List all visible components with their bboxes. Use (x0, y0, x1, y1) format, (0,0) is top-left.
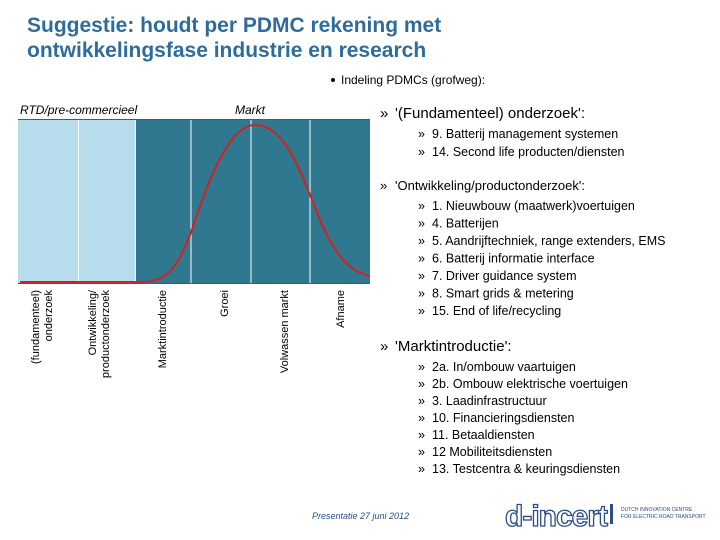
list-item: 1. Nieuwbouw (maatwerk)voertuigen (432, 199, 635, 213)
list-item: 15. End of life/recycling (432, 304, 561, 318)
slide-title: Suggestie: houdt per PDMC rekening met (27, 14, 441, 37)
marker: » (418, 428, 425, 442)
list-item: 13. Testcentra & keuringsdiensten (432, 462, 620, 476)
marker: » (418, 394, 425, 408)
list-item: 2a. In/ombouw vaartuigen (432, 360, 576, 374)
marker: » (418, 445, 425, 459)
list-item: 3. Laadinfrastructuur (432, 394, 547, 408)
footer-date: Presentatie 27 juni 2012 (312, 511, 409, 521)
list-item: 9. Batterij management systemen (432, 127, 618, 141)
market-area (136, 120, 370, 283)
list-item: 2b. Ombouw elektrische voertuigen (432, 377, 628, 391)
marker: » (418, 269, 425, 283)
group-heading: '(Fundamenteel) onderzoek': (395, 105, 585, 122)
marker: » (418, 217, 425, 231)
phase-label: onderzoek (43, 290, 55, 342)
list-item: 6. Batterij informatie interface (432, 252, 595, 266)
list-item: 5. Aandrijftechniek, range extenders, EM… (432, 234, 665, 248)
marker: » (418, 287, 425, 301)
slide-title: ontwikkelingsfase industrie en research (27, 39, 426, 62)
phase-column (79, 120, 135, 283)
list-item: 11. Betaaldiensten (432, 428, 535, 442)
marker: » (418, 145, 425, 159)
marker: » (418, 127, 425, 141)
lifecycle-curve (20, 123, 371, 283)
tagline: FOR ELECTRIC ROAD TRANSPORT (621, 514, 706, 520)
phase-label: Groei (219, 290, 231, 317)
bullet (331, 78, 335, 82)
phase-label: (fundamenteel) (30, 290, 42, 364)
marker: » (418, 234, 425, 248)
logo-mark (610, 504, 613, 524)
group-heading: 'Marktintroductie': (395, 338, 512, 355)
column-dividers (78, 120, 311, 283)
phase-header: RTD/pre-commercieel (20, 103, 137, 117)
list-item: 4. Batterijen (432, 217, 499, 231)
phase-label: Volwassen markt (279, 290, 291, 373)
list-item: 12 Mobiliteitsdiensten (432, 445, 552, 459)
phase-header: Markt (235, 103, 266, 117)
marker: » (380, 105, 388, 122)
marker: » (418, 462, 425, 476)
tagline: DUTCH INNOVATION CENTRE (621, 507, 693, 513)
list-item: 14. Second life producten/diensten (432, 145, 625, 159)
intro: Indeling PDMCs (grofweg): (341, 73, 485, 87)
list-item: 8. Smart grids & metering (432, 287, 574, 301)
marker: » (418, 377, 425, 391)
marker: » (418, 360, 425, 374)
marker: » (418, 304, 425, 318)
list-item: 10. Financieringsdiensten (432, 411, 574, 425)
phase-label: Ontwikkeling/ (87, 289, 99, 355)
marker: » (418, 199, 425, 213)
phase-label: productonderzoek (100, 290, 112, 379)
marker: » (380, 338, 388, 355)
phase-column (18, 120, 78, 283)
phase-label: Marktintroductie (157, 290, 169, 368)
logo: d-incert (505, 500, 608, 533)
marker: » (418, 252, 425, 266)
content: Suggestie: houdt per PDMC rekening meton… (20, 14, 706, 534)
group-heading: 'Ontwikkeling/productonderzoek': (395, 178, 585, 193)
marker: » (380, 178, 387, 193)
marker: » (418, 411, 425, 425)
phase-label: Afname (335, 290, 347, 328)
list-item: 7. Driver guidance system (432, 269, 577, 283)
